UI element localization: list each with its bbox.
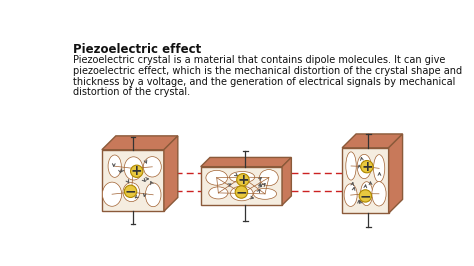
Circle shape [130, 165, 143, 177]
Ellipse shape [124, 157, 143, 180]
Circle shape [237, 174, 249, 186]
Text: +: + [237, 173, 249, 187]
Text: +: + [131, 164, 143, 178]
Ellipse shape [361, 182, 373, 206]
Ellipse shape [229, 172, 255, 183]
Polygon shape [282, 157, 292, 205]
Ellipse shape [123, 183, 140, 202]
Ellipse shape [259, 170, 278, 186]
Polygon shape [164, 136, 178, 211]
Polygon shape [389, 134, 402, 213]
Circle shape [235, 186, 247, 198]
Polygon shape [342, 148, 389, 213]
Ellipse shape [209, 187, 228, 199]
Ellipse shape [374, 155, 385, 182]
Circle shape [361, 160, 373, 173]
Text: −: − [360, 189, 371, 203]
Ellipse shape [230, 186, 253, 201]
Ellipse shape [146, 183, 161, 207]
Text: thickness by a voltage, and the generation of electrical signals by mechanical: thickness by a voltage, and the generati… [73, 77, 456, 86]
Text: Piezoelectric effect: Piezoelectric effect [73, 43, 201, 56]
Ellipse shape [346, 152, 356, 180]
Polygon shape [102, 150, 164, 211]
Polygon shape [102, 136, 178, 150]
Text: +: + [361, 160, 373, 174]
Ellipse shape [102, 182, 122, 206]
Ellipse shape [206, 170, 228, 185]
Ellipse shape [357, 154, 371, 179]
Circle shape [124, 185, 137, 197]
Text: piezoelectric effect, which is the mechanical distortion of the crystal shape an: piezoelectric effect, which is the mecha… [73, 66, 462, 76]
Text: Piezoelectric crystal is a material that contains dipole molecules. It can give: Piezoelectric crystal is a material that… [73, 55, 446, 65]
Ellipse shape [143, 157, 161, 177]
Ellipse shape [108, 155, 121, 177]
Ellipse shape [254, 188, 276, 199]
Circle shape [359, 190, 372, 202]
Polygon shape [342, 134, 402, 148]
Polygon shape [201, 167, 282, 205]
Polygon shape [201, 157, 292, 167]
Ellipse shape [372, 182, 386, 206]
Ellipse shape [344, 184, 357, 206]
Text: −: − [236, 185, 247, 199]
Text: −: − [125, 184, 137, 198]
Text: distortion of the crystal.: distortion of the crystal. [73, 87, 191, 97]
